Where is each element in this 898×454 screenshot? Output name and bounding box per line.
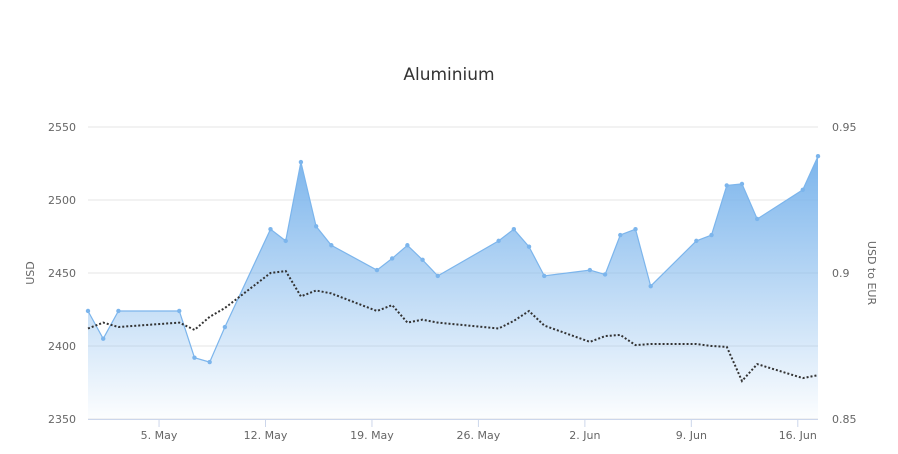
x-tick-label: 2. Jun <box>569 429 600 442</box>
x-tick-label: 12. May <box>244 429 288 442</box>
x-tick-label: 26. May <box>457 429 501 442</box>
price-point <box>694 238 699 244</box>
price-point <box>739 181 745 187</box>
x-tick-label: 5. May <box>141 429 178 442</box>
price-point <box>374 267 380 273</box>
y-tick-label: 2450 <box>48 267 76 280</box>
x-tick-label: 9. Jun <box>676 429 707 442</box>
price-point <box>709 232 714 238</box>
price-point <box>587 267 593 273</box>
price-point <box>192 355 197 360</box>
price-point <box>329 243 334 248</box>
x-tick-label: 16. Jun <box>779 429 817 442</box>
y-tick-label: 2400 <box>48 340 76 353</box>
price-point <box>542 273 547 279</box>
price-point <box>85 308 91 314</box>
price-point <box>526 244 532 249</box>
price-point <box>283 238 288 244</box>
y2-tick-label: 0.85 <box>832 413 857 426</box>
price-point <box>511 227 517 232</box>
price-point <box>754 216 760 222</box>
price-point <box>602 272 608 277</box>
price-point <box>633 227 638 232</box>
price-point <box>298 159 304 165</box>
price-point <box>800 187 805 192</box>
price-point <box>420 257 425 263</box>
y-axis-label: USD <box>24 261 37 285</box>
price-point <box>815 154 821 159</box>
y-tick-label: 2550 <box>48 121 76 134</box>
price-point <box>268 227 273 232</box>
price-point <box>648 283 653 289</box>
y2-tick-label: 0.9 <box>832 267 850 280</box>
y2-axis-label: USD to EUR <box>865 241 878 306</box>
price-point <box>177 308 182 314</box>
fx-rate-line <box>87 269 819 383</box>
price-point <box>496 238 501 244</box>
price-point <box>618 232 623 238</box>
price-point <box>313 224 319 229</box>
price-point <box>389 256 395 261</box>
price-point <box>435 273 440 279</box>
y-tick-label: 2350 <box>48 413 76 426</box>
price-point <box>724 183 729 188</box>
price-point <box>116 308 121 314</box>
price-point <box>405 243 410 248</box>
price-point <box>101 336 106 341</box>
price-point <box>207 359 212 365</box>
y-tick-label: 2500 <box>48 194 76 207</box>
x-tick-label: 19. May <box>350 429 394 442</box>
price-area <box>88 156 818 419</box>
price-point <box>222 324 228 330</box>
y2-tick-label: 0.95 <box>832 121 857 134</box>
chart-title: Aluminium <box>403 65 494 85</box>
